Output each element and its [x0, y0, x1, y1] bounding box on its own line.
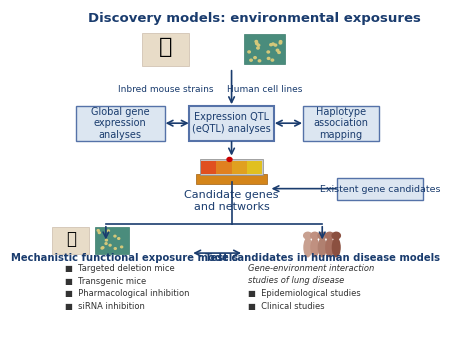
Circle shape: [106, 239, 107, 241]
Circle shape: [254, 42, 256, 44]
Bar: [239, 161, 247, 174]
Circle shape: [273, 41, 275, 43]
Text: Existent gene candidates: Existent gene candidates: [319, 185, 440, 194]
Ellipse shape: [318, 237, 327, 257]
Text: ■  Epidemiological studies
■  Clinical studies: ■ Epidemiological studies ■ Clinical stu…: [248, 289, 361, 311]
Circle shape: [109, 244, 111, 246]
Circle shape: [278, 45, 281, 47]
Text: Discovery models: environmental exposures: Discovery models: environmental exposure…: [88, 12, 421, 25]
Circle shape: [272, 41, 275, 43]
Circle shape: [277, 46, 279, 48]
FancyBboxPatch shape: [301, 228, 343, 260]
Circle shape: [118, 238, 120, 239]
Bar: [255, 161, 262, 174]
Circle shape: [257, 58, 260, 60]
Circle shape: [105, 243, 107, 244]
Text: 🐁: 🐁: [66, 230, 76, 248]
Circle shape: [101, 247, 103, 249]
Text: Global gene
expression
analyses: Global gene expression analyses: [91, 106, 150, 140]
Bar: [216, 161, 224, 174]
Circle shape: [311, 232, 319, 239]
Circle shape: [254, 50, 257, 52]
Circle shape: [102, 247, 104, 248]
Text: 🐁: 🐁: [159, 37, 172, 57]
Circle shape: [260, 59, 262, 61]
Circle shape: [332, 232, 340, 239]
FancyBboxPatch shape: [53, 227, 89, 254]
Text: Gene-environment interaction
studies of lung disease: Gene-environment interaction studies of …: [248, 264, 374, 285]
Ellipse shape: [332, 237, 341, 257]
Text: Mechanistic functional exposure models: Mechanistic functional exposure models: [11, 253, 238, 263]
Circle shape: [121, 246, 123, 248]
Bar: [201, 161, 208, 174]
Circle shape: [114, 248, 116, 249]
Circle shape: [268, 48, 270, 50]
Circle shape: [98, 232, 100, 234]
Text: ■  Targeted deletion mice
■  Transgenic mice
■  Pharmacological inhibition
■  si: ■ Targeted deletion mice ■ Transgenic mi…: [65, 264, 189, 311]
Text: Human cell lines: Human cell lines: [227, 85, 302, 94]
FancyBboxPatch shape: [337, 178, 423, 200]
FancyBboxPatch shape: [76, 105, 165, 141]
FancyBboxPatch shape: [303, 105, 379, 141]
Circle shape: [97, 229, 99, 231]
Circle shape: [318, 232, 326, 239]
Bar: [231, 161, 239, 174]
Ellipse shape: [303, 237, 313, 257]
Text: Haplotype
association
mapping: Haplotype association mapping: [313, 106, 368, 140]
Circle shape: [259, 41, 261, 43]
Circle shape: [107, 230, 109, 232]
Circle shape: [273, 57, 275, 59]
Text: Inbred mouse strains: Inbred mouse strains: [118, 85, 213, 94]
Bar: [208, 161, 216, 174]
FancyBboxPatch shape: [95, 227, 130, 254]
Ellipse shape: [310, 237, 319, 257]
Ellipse shape: [325, 237, 334, 257]
Text: Candidate genes
and networks: Candidate genes and networks: [184, 190, 279, 212]
Bar: [224, 161, 231, 174]
Bar: [247, 161, 255, 174]
Text: Test candidates in human disease models: Test candidates in human disease models: [205, 253, 440, 263]
Circle shape: [325, 232, 334, 239]
Circle shape: [255, 57, 257, 59]
Circle shape: [260, 56, 262, 58]
FancyBboxPatch shape: [142, 33, 189, 66]
Circle shape: [251, 53, 253, 55]
FancyBboxPatch shape: [189, 105, 274, 141]
FancyBboxPatch shape: [200, 159, 263, 175]
Circle shape: [248, 54, 251, 56]
FancyBboxPatch shape: [196, 174, 267, 184]
Circle shape: [114, 235, 116, 237]
Circle shape: [227, 157, 232, 161]
FancyBboxPatch shape: [244, 34, 285, 64]
Text: Expression QTL
(eQTL) analyses: Expression QTL (eQTL) analyses: [192, 113, 271, 134]
Circle shape: [304, 232, 312, 239]
Circle shape: [264, 43, 266, 45]
Circle shape: [260, 55, 262, 57]
Circle shape: [258, 49, 260, 51]
